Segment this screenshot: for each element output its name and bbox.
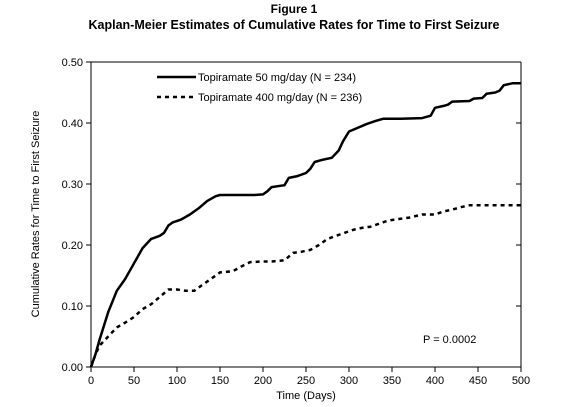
series-line-400mg — [89, 204, 521, 368]
x-tick-label: 400 — [426, 375, 444, 387]
ticks-layer: 0 50 100 150 200 250 300 350 400 450 500 0.00 0.10 0.… — [62, 57, 531, 387]
y-axis-label: Cumulative Rates for Time to First Seizu… — [30, 111, 42, 318]
y-tick-label: 0.00 — [62, 362, 83, 374]
series-layer — [89, 82, 521, 368]
x-tick-label: 200 — [254, 375, 272, 387]
x-tick-label: 250 — [297, 375, 315, 387]
p-value-annotation: P = 0.0002 — [423, 334, 476, 346]
x-tick-label: 50 — [128, 375, 140, 387]
y-tick-label: 0.20 — [62, 240, 83, 252]
x-tick-label: 150 — [211, 375, 229, 387]
y-tick-label: 0.40 — [62, 118, 83, 130]
x-tick-label: 300 — [340, 375, 358, 387]
x-tick-label: 0 — [88, 375, 94, 387]
y-tick-label: 0.30 — [62, 179, 83, 191]
legend-label-400mg: Topiramate 400 mg/day (N = 236) — [198, 92, 362, 104]
legend-label-50mg: Topiramate 50 mg/day (N = 234) — [198, 72, 356, 84]
plot-frame — [90, 61, 522, 368]
figure-label: Figure 1 — [270, 2, 318, 16]
figure-title: Kaplan-Meier Estimates of Cumulative Rat… — [88, 18, 500, 32]
x-tick-label: 500 — [512, 375, 530, 387]
x-axis-label: Time (Days) — [276, 390, 335, 402]
x-tick-label: 350 — [383, 375, 401, 387]
x-tick-label: 450 — [469, 375, 487, 387]
x-tick-label: 100 — [168, 375, 186, 387]
legend: Topiramate 50 mg/day (N = 234) Topiramat… — [157, 72, 362, 104]
y-tick-label: 0.10 — [62, 301, 83, 313]
series-line-50mg — [89, 82, 521, 368]
y-tick-label: 0.50 — [62, 57, 83, 69]
